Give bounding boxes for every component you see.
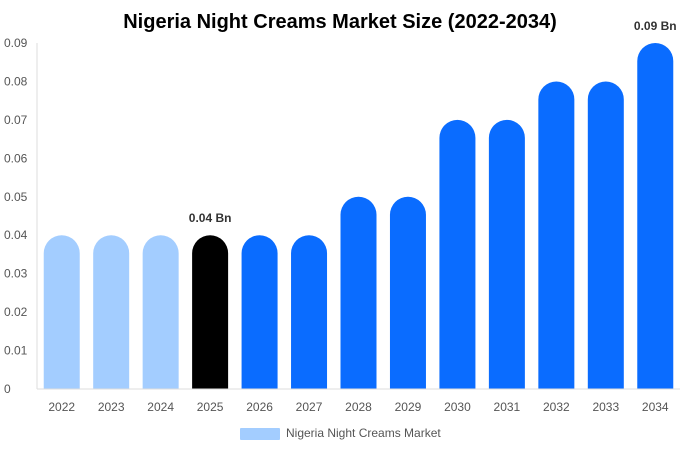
- y-tick-label: 0.02: [4, 305, 28, 319]
- bar-2030[interactable]: [439, 119, 476, 389]
- x-tick-label: 2029: [395, 400, 422, 414]
- x-tick-label: 2022: [48, 400, 75, 414]
- bar-2032[interactable]: [538, 81, 575, 389]
- bar-2031[interactable]: [488, 119, 525, 390]
- x-tick-label: 2025: [197, 400, 224, 414]
- bar-2026[interactable]: [241, 235, 278, 389]
- y-tick-label: 0.04: [4, 228, 28, 242]
- x-tick-label: 2030: [444, 400, 471, 414]
- bar-2025[interactable]: [192, 235, 229, 389]
- chart-title: Nigeria Night Creams Market Size (2022-2…: [123, 11, 557, 33]
- x-tick-label: 2034: [642, 400, 669, 414]
- x-tick-label: 2027: [296, 400, 323, 414]
- x-tick-label: 2024: [147, 400, 174, 414]
- bar-2034[interactable]: [637, 43, 674, 389]
- data-labels: 0.04 Bn 0.09 Bn: [189, 19, 677, 225]
- y-tick-label: 0: [4, 382, 11, 396]
- bar-2023[interactable]: [93, 235, 130, 389]
- y-tick-label: 0.07: [4, 113, 28, 127]
- x-tick-label: 2032: [543, 400, 570, 414]
- legend-swatch: [240, 428, 280, 440]
- x-tick-label: 2033: [592, 400, 619, 414]
- bars: [43, 43, 674, 390]
- y-tick-label: 0.01: [4, 344, 28, 358]
- y-tick-label: 0.03: [4, 267, 28, 281]
- y-axis: 0 0.01 0.02 0.03 0.04 0.05 0.06 0.07 0.08 0.09: [4, 36, 38, 396]
- bar-2033[interactable]: [587, 81, 624, 389]
- bar-2024[interactable]: [142, 235, 179, 389]
- x-tick-label: 2023: [98, 400, 125, 414]
- bar-2029[interactable]: [389, 196, 426, 389]
- y-tick-label: 0.05: [4, 190, 28, 204]
- x-tick-label: 2026: [246, 400, 273, 414]
- x-tick-label: 2031: [494, 400, 521, 414]
- x-axis: 2022 2023 2024 2025 2026 2027 2028 2029 2030 2031…: [37, 388, 680, 414]
- bar-2027[interactable]: [291, 235, 328, 389]
- legend-label: Nigeria Night Creams Market: [286, 426, 441, 440]
- bar-2022[interactable]: [43, 235, 80, 389]
- y-tick-label: 0.09: [4, 36, 28, 50]
- bar-2028[interactable]: [340, 196, 377, 389]
- y-tick-label: 0.08: [4, 74, 28, 88]
- legend[interactable]: Nigeria Night Creams Market: [240, 426, 441, 440]
- data-label-2025: 0.04 Bn: [189, 211, 232, 225]
- y-tick-label: 0.06: [4, 151, 28, 165]
- data-label-2034: 0.09 Bn: [634, 19, 677, 33]
- x-tick-label: 2028: [345, 400, 372, 414]
